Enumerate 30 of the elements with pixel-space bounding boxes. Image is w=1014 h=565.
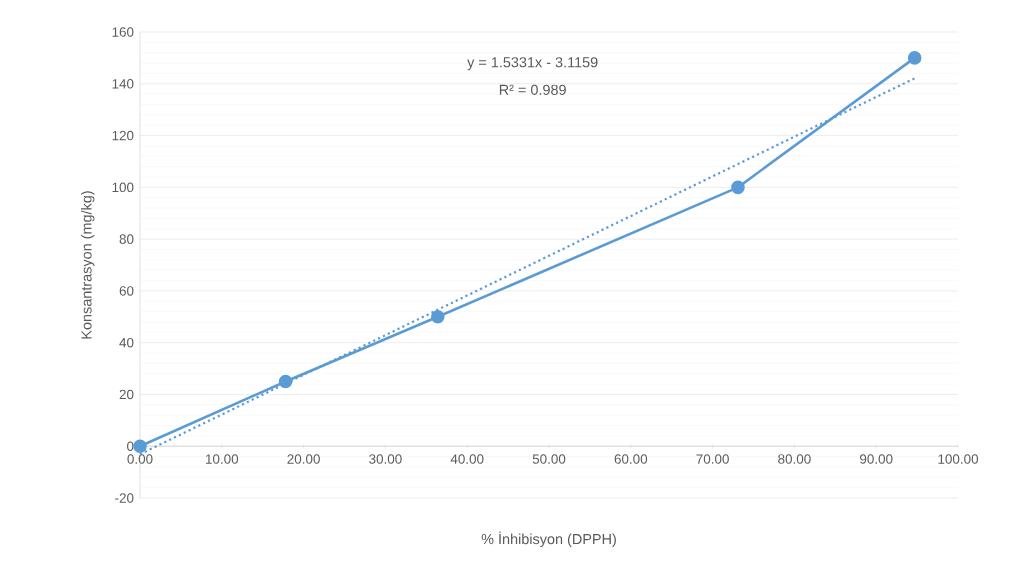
x-tick-label: 10.00 xyxy=(206,454,239,464)
y-axis-title: Konsantrasyon (mg/kg) xyxy=(81,191,95,339)
x-tick-label: 60.00 xyxy=(614,454,648,464)
annotation: R² = 0.989 xyxy=(499,84,566,95)
point xyxy=(907,51,922,65)
x-tick-label: 30.00 xyxy=(369,454,402,464)
point xyxy=(278,374,293,389)
point xyxy=(731,180,745,195)
x-tick-label: 100.00 xyxy=(938,454,979,464)
y-tick-label: 0 xyxy=(127,441,134,451)
x-tick-label: 20.00 xyxy=(287,454,320,464)
annotation: y = 1.5331x - 3.1159 xyxy=(467,57,598,71)
x-tick-label: 90.00 xyxy=(860,454,893,464)
y-tick-label: 20 xyxy=(119,389,134,400)
y-tick-label: 120 xyxy=(112,130,134,141)
y-tick-label: 80 xyxy=(119,234,134,244)
point xyxy=(430,309,445,324)
x-tick-label: 40.00 xyxy=(450,454,484,464)
y-tick-label: 40 xyxy=(119,337,134,348)
y-tick-label: 160 xyxy=(112,27,134,37)
y-tick-label: 100 xyxy=(112,182,134,193)
x-tick-label: 50.00 xyxy=(532,454,566,464)
y-tick-label: -20 xyxy=(115,493,134,503)
x-tick-label: 0.00 xyxy=(127,454,153,464)
y-tick-label: 140 xyxy=(112,79,134,89)
x-axis-title: % İnhibisyon (DPPH) xyxy=(481,531,616,548)
x-tick-label: 70.00 xyxy=(696,454,729,464)
point xyxy=(133,439,147,454)
x-tick-label: 80.00 xyxy=(778,454,811,464)
y-tick-label: 60 xyxy=(119,286,134,296)
